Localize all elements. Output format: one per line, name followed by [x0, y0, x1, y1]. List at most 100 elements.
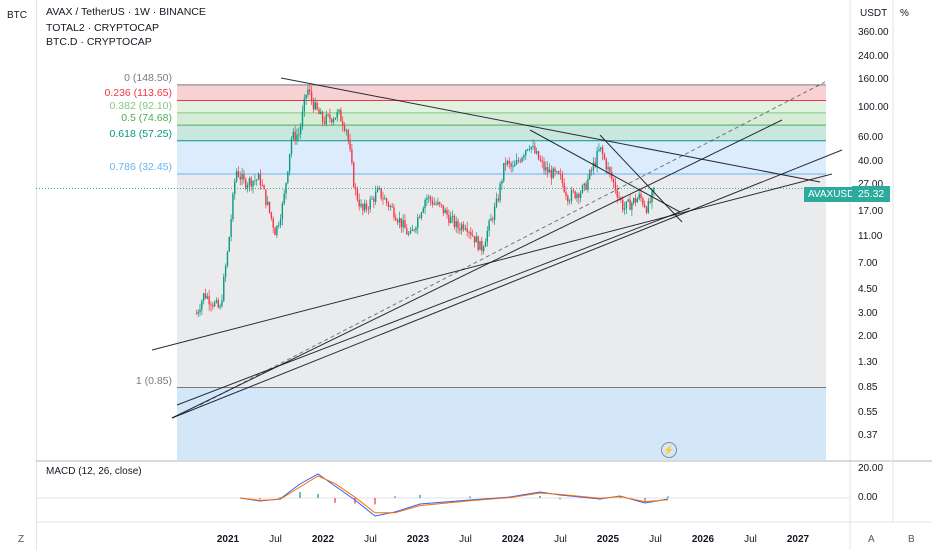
candle-body [402, 220, 404, 228]
candle-body [213, 302, 216, 307]
y-tick-label: 1.30 [858, 356, 878, 368]
candle-body [501, 180, 503, 184]
candle-body [261, 185, 263, 187]
candle-body [294, 131, 296, 141]
y-tick-label: 360.00 [858, 26, 889, 38]
candle-body [215, 300, 218, 303]
candle-body [407, 233, 410, 235]
candle-body [519, 160, 521, 162]
candle-body [358, 199, 360, 207]
candle-body [464, 228, 467, 230]
y-tick-label: 17.00 [858, 205, 884, 217]
candle-body [499, 183, 501, 201]
candle-body [292, 131, 295, 139]
candle-body [325, 114, 327, 124]
candle-body [530, 146, 532, 149]
candle-body [574, 191, 576, 199]
candle-body [578, 193, 580, 198]
candle-body [296, 134, 298, 141]
candle-body [523, 155, 525, 158]
candle-body [649, 201, 651, 203]
overlay-btcd[interactable]: BTC.D · CRYPTOCAP [46, 36, 152, 48]
candle-body [534, 145, 536, 154]
candle-body [625, 201, 628, 209]
y-tick-label: 0.55 [858, 407, 878, 419]
candle-body [221, 300, 223, 307]
candle-body [343, 125, 346, 131]
candle-body [570, 190, 573, 201]
candle-body [433, 203, 435, 205]
candle-body [354, 187, 357, 190]
candle-body [349, 140, 351, 150]
candle-body [212, 305, 214, 307]
x-tick-label: Jul [649, 534, 662, 545]
candle-body [618, 197, 620, 198]
currency-label[interactable]: USDT [860, 8, 888, 19]
y-tick-label: 7.00 [858, 257, 878, 269]
log-scale-button[interactable]: B [908, 534, 915, 545]
candle-body [611, 171, 613, 179]
candle-body [351, 149, 353, 163]
overlay-total2[interactable]: TOTAL2 · CRYPTOCAP [46, 22, 160, 34]
candle-body [541, 160, 543, 162]
candle-body [204, 293, 207, 299]
candle-body [631, 202, 633, 210]
candle-body [581, 185, 584, 193]
candle-body [517, 160, 520, 161]
candle-body [356, 189, 359, 200]
x-tick-label: 2025 [596, 534, 620, 545]
candle-body [417, 217, 419, 228]
candle-body [428, 196, 430, 198]
candle-body [298, 134, 300, 135]
candle-body [228, 236, 230, 252]
candle-body [237, 171, 240, 177]
candle-body [195, 313, 198, 315]
candle-body [309, 89, 311, 92]
candle-body [488, 220, 490, 231]
candle-body [638, 193, 640, 199]
candle-body [550, 169, 553, 179]
candle-body [492, 218, 494, 220]
candle-body [256, 179, 258, 181]
candle-body [585, 183, 587, 190]
candle-body [587, 178, 589, 190]
candle-body [232, 194, 234, 220]
candle-body [277, 225, 280, 226]
chart-title[interactable]: AVAX / TetherUS · 1W · BINANCE [46, 6, 206, 18]
candle-body [457, 221, 459, 229]
candle-body [552, 168, 554, 179]
candle-body [360, 203, 362, 207]
y-tick-label: 60.00 [858, 131, 884, 143]
x-tick-label: 2027 [786, 534, 810, 545]
macd-label[interactable]: MACD (12, 26, close) [46, 466, 142, 477]
macd-histogram-bar [317, 494, 319, 498]
last-price-label: 25.32 [852, 186, 891, 202]
candle-body [263, 185, 265, 190]
lightning-icon[interactable]: ⚡ [661, 442, 677, 458]
candle-body [521, 157, 523, 162]
candle-body [235, 171, 238, 182]
candle-body [230, 219, 232, 237]
auto-scale-button[interactable]: A [868, 534, 875, 545]
y-tick-label: 240.00 [858, 50, 889, 62]
candle-body [420, 212, 423, 218]
candle-body [616, 190, 618, 198]
percent-toggle[interactable]: % [900, 8, 909, 19]
candle-body [526, 149, 529, 151]
fib-label: 0.236 (113.65) [104, 87, 172, 100]
candle-body [281, 203, 284, 220]
y-tick-label: 3.00 [858, 307, 878, 319]
macd-histogram-bar [354, 498, 356, 504]
symbol-label[interactable]: BTC [7, 10, 27, 21]
candle-body [276, 225, 278, 236]
macd-histogram-bar [667, 496, 669, 498]
candle-body [254, 180, 256, 182]
candle-body [598, 149, 600, 152]
candle-body [609, 167, 611, 172]
candle-body [199, 309, 201, 313]
candle-body [572, 190, 575, 192]
candle-body [450, 216, 452, 223]
candle-body [633, 198, 635, 203]
zoom-button[interactable]: Z [18, 534, 25, 545]
